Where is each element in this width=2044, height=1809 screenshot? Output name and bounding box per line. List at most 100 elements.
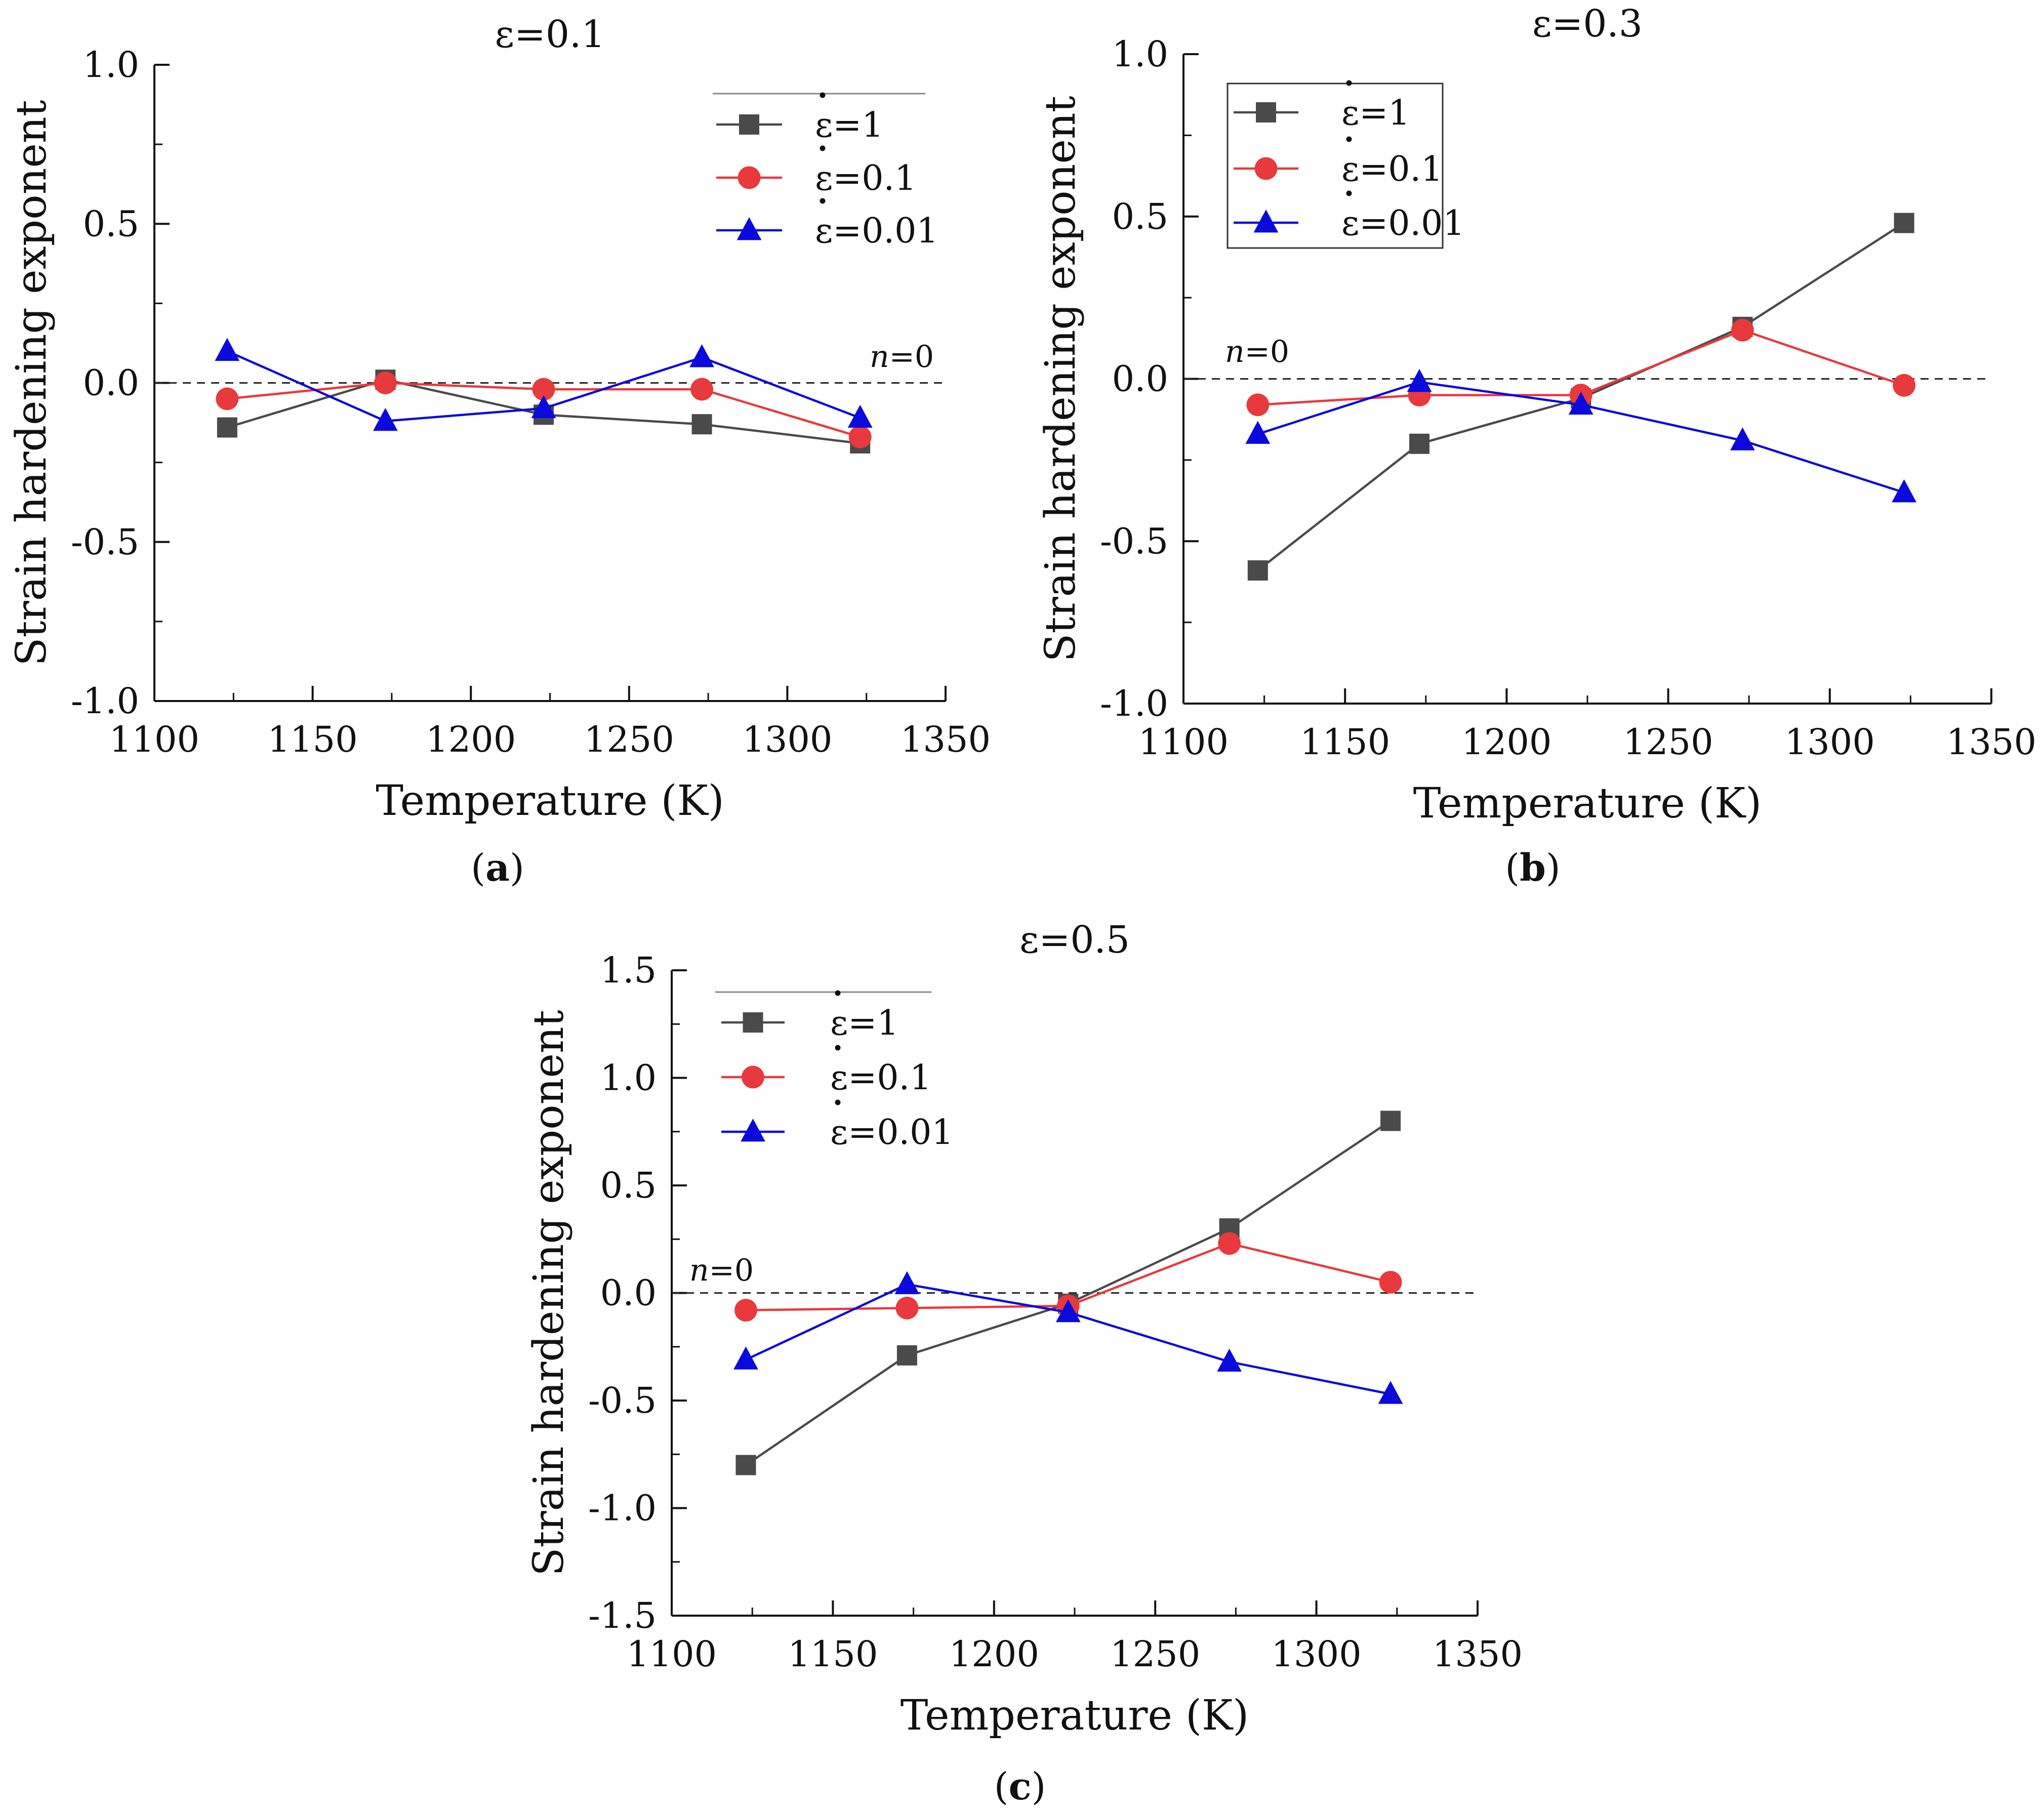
legend-rate-dot (835, 990, 841, 996)
panel-label: (c) (994, 1765, 1046, 1808)
panel-label-close: ) (510, 846, 524, 890)
x-tick-label: 1250 (1110, 1633, 1200, 1675)
legend-item: ε=1 (1234, 80, 1410, 133)
legend-label: ε=0.1 (815, 158, 916, 198)
data-point (373, 407, 398, 431)
data-point (896, 1345, 917, 1366)
legend-rate-symbol: ε (1341, 93, 1359, 133)
x-tick-label: 1250 (584, 719, 674, 760)
legend-label: ε=0.01 (830, 1113, 954, 1153)
y-axis-label: Strain hardening exponent (1037, 96, 1085, 662)
data-point (1380, 1111, 1401, 1131)
x-axis-label: Temperature (K) (376, 777, 724, 825)
series-triangle (733, 1271, 1403, 1404)
data-point (1730, 427, 1755, 450)
data-point (1378, 1381, 1403, 1404)
reference-line-label: n=0 (689, 1253, 754, 1288)
legend-rate-value: =0.01 (833, 211, 938, 251)
y-tick-label: 0.5 (83, 203, 139, 244)
y-tick-label: 1.0 (600, 1057, 657, 1099)
x-tick-label: 1300 (1272, 1633, 1362, 1675)
legend-label: ε=0.01 (1341, 203, 1465, 243)
y-tick-label: -0.5 (588, 1380, 657, 1421)
y-tick-label: -1.0 (1100, 683, 1168, 724)
legend-label: ε=1 (1341, 93, 1410, 133)
x-tick-label: 1350 (901, 719, 991, 760)
data-point (215, 338, 240, 361)
data-point (690, 378, 713, 401)
legend-rate-symbol: ε (1341, 149, 1359, 189)
data-point (734, 1299, 757, 1322)
data-point (532, 378, 555, 401)
legend-rate-value: =0.1 (833, 158, 916, 198)
x-tick-label: 1350 (1946, 721, 2036, 763)
legend-frame (1227, 83, 1444, 249)
data-point (1379, 1270, 1402, 1294)
legend-marker (1254, 157, 1278, 180)
x-tick-label: 1150 (788, 1633, 878, 1675)
legend-marker (1256, 102, 1276, 122)
legend-rate-value: =1 (833, 105, 883, 145)
y-tick-label: 0.0 (1112, 358, 1168, 400)
legend: ε=1 ε=0.1 ε=0.01 (715, 990, 954, 1153)
data-point (1731, 318, 1754, 342)
x-tick-label: 1100 (1138, 721, 1229, 763)
legend-rate-dot (820, 92, 826, 98)
legend-rate-dot (1346, 80, 1352, 86)
legend-label: ε=1 (815, 105, 883, 145)
y-tick-label: -0.5 (71, 521, 139, 563)
series-triangle (215, 338, 873, 431)
legend-item: ε=0.01 (716, 198, 938, 251)
legend-rate-dot (1346, 190, 1352, 196)
y-tick-label: -0.5 (1100, 520, 1168, 562)
panel-label-letter: a (485, 846, 510, 890)
reference-label-symbol: n (1225, 334, 1245, 369)
reference-label-symbol: n (870, 339, 889, 375)
legend-marker (742, 1065, 764, 1089)
x-axis-label: Temperature (K) (1413, 779, 1762, 828)
data-point (733, 1346, 758, 1370)
y-tick-label: 0.5 (1112, 196, 1168, 237)
legend-item: ε=0.1 (716, 145, 916, 198)
data-point (735, 1455, 756, 1475)
chart-title: ε=0.5 (1019, 918, 1130, 962)
legend-label: ε=0.1 (830, 1058, 931, 1098)
panel-label-open: ( (994, 1765, 1009, 1808)
chart-panel-c: 1100 1150 1200 1250 1300 1350 -1.5 -1.0 -0.5 0.0 0… (525, 918, 1523, 1808)
y-tick-label: 1.5 (600, 950, 657, 991)
legend-label: ε=1 (830, 1003, 898, 1043)
x-tick-label: 1350 (1433, 1633, 1523, 1675)
data-point (691, 414, 712, 435)
reference-label-value: =0 (709, 1253, 754, 1288)
data-point (689, 344, 714, 367)
x-tick-label: 1300 (1785, 721, 1875, 763)
x-tick-label: 1200 (949, 1633, 1039, 1675)
data-point (1218, 1232, 1241, 1255)
x-tick-label: 1200 (1461, 721, 1551, 763)
legend-item: ε=1 (716, 92, 883, 145)
data-point (1055, 1299, 1081, 1323)
y-tick-label: 0.0 (600, 1272, 657, 1314)
x-tick-label: 1100 (109, 719, 199, 760)
legend-marker (738, 166, 761, 189)
x-tick-label: 1300 (742, 719, 832, 760)
legend-label: ε=0.1 (1341, 149, 1443, 189)
y-tick-label: 0.0 (83, 362, 139, 404)
reference-line-label: n=0 (1225, 334, 1289, 369)
chart-title: ε=0.3 (1532, 2, 1643, 46)
legend-rate-value: =0.01 (1359, 203, 1464, 243)
x-tick-label: 1150 (268, 719, 358, 760)
data-point (848, 425, 872, 448)
legend-marker (1253, 209, 1279, 233)
y-tick-label: -1.0 (71, 680, 139, 722)
data-point (895, 1296, 919, 1320)
panel-label: (a) (471, 846, 524, 890)
legend-rate-dot (835, 1099, 841, 1105)
reference-label-symbol: n (689, 1253, 709, 1288)
data-point (217, 417, 237, 438)
legend-rate-symbol: ε (815, 158, 833, 198)
data-point (1892, 479, 1917, 503)
legend-rate-symbol: ε (1341, 203, 1359, 243)
data-point (1247, 560, 1268, 581)
x-axis-label: Temperature (K) (901, 1692, 1249, 1740)
